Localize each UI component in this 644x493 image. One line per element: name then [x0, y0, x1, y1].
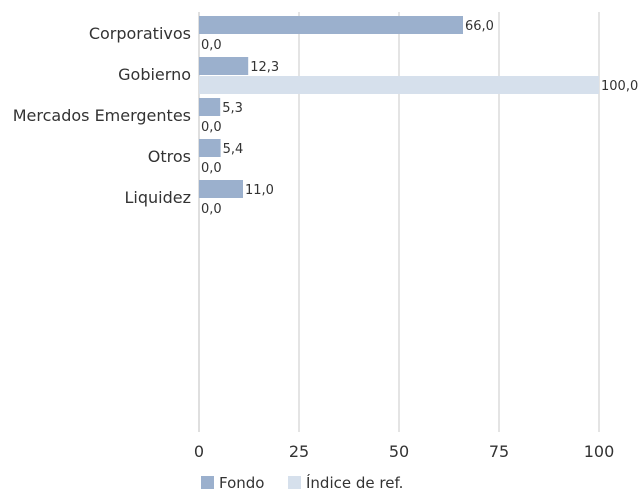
data-label-mercados-emergentes-indice: 0,0: [201, 120, 222, 135]
bar-mercados-emergentes-fondo: [199, 98, 221, 116]
legend-swatch-indice: [288, 476, 301, 489]
data-label-corporativos-indice: 0,0: [201, 38, 222, 53]
data-label-corporativos-fondo: 66,0: [465, 19, 494, 34]
data-label-gobierno-indice: 100,0: [601, 79, 638, 94]
category-label-mercados-emergentes: Mercados Emergentes: [13, 106, 191, 125]
grid-lines: [198, 12, 600, 432]
category-label-otros: Otros: [148, 147, 191, 166]
data-label-liquidez-fondo: 11,0: [245, 183, 274, 198]
legend-swatch-fondo: [201, 476, 214, 489]
data-label-otros-indice: 0,0: [201, 161, 222, 176]
bar-gobierno-fondo: [199, 57, 249, 75]
legend: Fondo Índice de ref.: [201, 473, 403, 492]
category-label-gobierno: Gobierno: [118, 65, 191, 84]
data-label-otros-fondo: 5,4: [223, 142, 244, 157]
x-tick-label-0: 0: [194, 442, 204, 461]
bar-gobierno-indice: [199, 76, 599, 94]
bar-liquidez-fondo: [199, 180, 243, 198]
x-tick-label-25: 25: [289, 442, 309, 461]
legend-label-fondo: Fondo: [219, 474, 264, 492]
category-labels: Corporativos Gobierno Mercados Emergentes O…: [13, 24, 191, 207]
x-tick-labels: 0 25 50 75 100: [194, 442, 614, 461]
data-label-mercados-emergentes-fondo: 5,3: [222, 101, 243, 116]
category-label-liquidez: Liquidez: [125, 188, 192, 207]
data-label-liquidez-indice: 0,0: [201, 202, 222, 217]
bar-corporativos-fondo: [199, 16, 463, 34]
x-tick-label-100: 100: [584, 442, 615, 461]
legend-label-indice: Índice de ref.: [306, 473, 403, 492]
category-label-corporativos: Corporativos: [89, 24, 191, 43]
data-label-gobierno-fondo: 12,3: [250, 60, 279, 75]
bar-otros-fondo: [199, 139, 221, 157]
x-tick-label-75: 75: [489, 442, 509, 461]
x-tick-label-50: 50: [389, 442, 409, 461]
